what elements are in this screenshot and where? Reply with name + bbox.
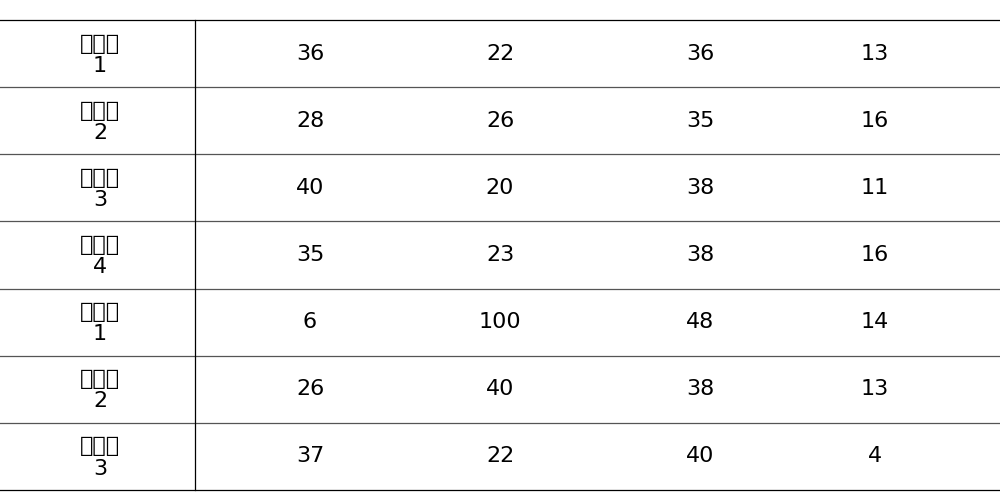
- Text: 23: 23: [486, 245, 514, 265]
- Text: 对比例: 对比例: [80, 302, 120, 322]
- Text: 40: 40: [296, 178, 324, 198]
- Text: 40: 40: [486, 380, 514, 400]
- Text: 26: 26: [486, 110, 514, 130]
- Text: 100: 100: [479, 312, 521, 332]
- Text: 40: 40: [686, 446, 714, 466]
- Text: 11: 11: [861, 178, 889, 198]
- Text: 实施例: 实施例: [80, 168, 120, 188]
- Text: 4: 4: [868, 446, 882, 466]
- Text: 4: 4: [93, 257, 107, 277]
- Text: 28: 28: [296, 110, 324, 130]
- Text: 13: 13: [861, 380, 889, 400]
- Text: 实施例: 实施例: [80, 235, 120, 255]
- Text: 1: 1: [93, 56, 107, 76]
- Text: 38: 38: [686, 178, 714, 198]
- Text: 对比例: 对比例: [80, 369, 120, 389]
- Text: 36: 36: [296, 44, 324, 64]
- Text: 2: 2: [93, 392, 107, 411]
- Text: 13: 13: [861, 44, 889, 64]
- Text: 6: 6: [303, 312, 317, 332]
- Text: 37: 37: [296, 446, 324, 466]
- Text: 3: 3: [93, 190, 107, 210]
- Text: 1: 1: [93, 324, 107, 344]
- Text: 实施例: 实施例: [80, 34, 120, 54]
- Text: 36: 36: [686, 44, 714, 64]
- Text: 38: 38: [686, 380, 714, 400]
- Text: 38: 38: [686, 245, 714, 265]
- Text: 3: 3: [93, 458, 107, 478]
- Text: 48: 48: [686, 312, 714, 332]
- Text: 对比例: 对比例: [80, 436, 120, 456]
- Text: 16: 16: [861, 110, 889, 130]
- Text: 35: 35: [686, 110, 714, 130]
- Text: 22: 22: [486, 44, 514, 64]
- Text: 14: 14: [861, 312, 889, 332]
- Text: 26: 26: [296, 380, 324, 400]
- Text: 2: 2: [93, 123, 107, 143]
- Text: 16: 16: [861, 245, 889, 265]
- Text: 35: 35: [296, 245, 324, 265]
- Text: 20: 20: [486, 178, 514, 198]
- Text: 实施例: 实施例: [80, 100, 120, 120]
- Text: 22: 22: [486, 446, 514, 466]
